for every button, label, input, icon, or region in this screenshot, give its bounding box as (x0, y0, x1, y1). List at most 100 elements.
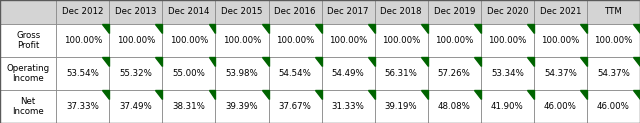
Text: TTM: TTM (605, 8, 623, 16)
Polygon shape (368, 90, 374, 99)
Bar (109, 24, 163, 57)
Bar (374, 57, 428, 90)
Bar (374, 0, 428, 24)
Bar (587, 24, 640, 57)
Polygon shape (474, 90, 481, 99)
Text: 39.19%: 39.19% (385, 102, 417, 111)
Text: Gross
Profit: Gross Profit (16, 31, 40, 50)
Bar (269, 57, 321, 90)
Bar (534, 90, 587, 123)
Polygon shape (262, 90, 269, 99)
Text: 100.00%: 100.00% (435, 36, 474, 45)
Text: 56.31%: 56.31% (385, 69, 418, 78)
Bar (216, 0, 269, 24)
Polygon shape (580, 90, 587, 99)
Text: 55.00%: 55.00% (173, 69, 205, 78)
Polygon shape (368, 24, 374, 33)
Text: 100.00%: 100.00% (382, 36, 420, 45)
Bar (428, 0, 481, 24)
Text: 54.54%: 54.54% (278, 69, 312, 78)
Polygon shape (209, 57, 216, 66)
Text: 100.00%: 100.00% (223, 36, 261, 45)
Bar (374, 24, 428, 57)
Bar (534, 57, 587, 90)
Bar (163, 24, 216, 57)
Bar (374, 90, 428, 123)
Polygon shape (474, 57, 481, 66)
Text: 54.49%: 54.49% (332, 69, 365, 78)
Polygon shape (315, 57, 321, 66)
Text: 100.00%: 100.00% (63, 36, 102, 45)
Bar (56, 57, 109, 90)
Polygon shape (102, 24, 109, 33)
Text: Operating
Income: Operating Income (6, 64, 50, 83)
Text: 46.00%: 46.00% (544, 102, 577, 111)
Text: 100.00%: 100.00% (116, 36, 155, 45)
Polygon shape (156, 57, 163, 66)
Bar (0, 0, 56, 24)
Text: 57.26%: 57.26% (438, 69, 470, 78)
Bar (481, 90, 534, 123)
Bar (587, 57, 640, 90)
Bar (481, 0, 534, 24)
Bar (109, 57, 163, 90)
Text: 39.39%: 39.39% (226, 102, 259, 111)
Polygon shape (102, 90, 109, 99)
Polygon shape (102, 57, 109, 66)
Polygon shape (262, 57, 269, 66)
Bar (56, 0, 109, 24)
Bar (534, 0, 587, 24)
Polygon shape (315, 24, 321, 33)
Polygon shape (421, 57, 428, 66)
Text: Dec 2017: Dec 2017 (328, 8, 369, 16)
Polygon shape (156, 24, 163, 33)
Bar (321, 57, 374, 90)
Text: 48.08%: 48.08% (438, 102, 470, 111)
Bar (269, 24, 321, 57)
Bar (587, 0, 640, 24)
Bar (109, 90, 163, 123)
Polygon shape (262, 24, 269, 33)
Polygon shape (580, 24, 587, 33)
Text: 31.33%: 31.33% (332, 102, 365, 111)
Bar (321, 90, 374, 123)
Bar (269, 90, 321, 123)
Bar (56, 90, 109, 123)
Text: 100.00%: 100.00% (329, 36, 367, 45)
Polygon shape (209, 24, 216, 33)
Text: 53.54%: 53.54% (67, 69, 99, 78)
Polygon shape (156, 90, 163, 99)
Polygon shape (527, 90, 534, 99)
Polygon shape (315, 90, 321, 99)
Bar (56, 24, 109, 57)
Bar (428, 90, 481, 123)
Text: Dec 2020: Dec 2020 (486, 8, 528, 16)
Text: Dec 2021: Dec 2021 (540, 8, 581, 16)
Bar (163, 90, 216, 123)
Bar (216, 90, 269, 123)
Text: Dec 2014: Dec 2014 (168, 8, 210, 16)
Text: 37.67%: 37.67% (278, 102, 312, 111)
Bar (428, 57, 481, 90)
Text: 100.00%: 100.00% (541, 36, 580, 45)
Text: 37.49%: 37.49% (120, 102, 152, 111)
Bar (0, 90, 56, 123)
Text: Dec 2013: Dec 2013 (115, 8, 157, 16)
Text: 53.98%: 53.98% (226, 69, 259, 78)
Bar (481, 57, 534, 90)
Text: 53.34%: 53.34% (491, 69, 524, 78)
Text: 55.32%: 55.32% (120, 69, 152, 78)
Text: Net
Income: Net Income (12, 97, 44, 116)
Text: Dec 2016: Dec 2016 (275, 8, 316, 16)
Bar (163, 0, 216, 24)
Text: 100.00%: 100.00% (170, 36, 208, 45)
Bar (109, 0, 163, 24)
Polygon shape (633, 24, 640, 33)
Polygon shape (633, 90, 640, 99)
Text: Dec 2012: Dec 2012 (62, 8, 104, 16)
Polygon shape (633, 57, 640, 66)
Text: Dec 2015: Dec 2015 (221, 8, 263, 16)
Text: 37.33%: 37.33% (67, 102, 99, 111)
Bar (321, 24, 374, 57)
Text: 41.90%: 41.90% (491, 102, 524, 111)
